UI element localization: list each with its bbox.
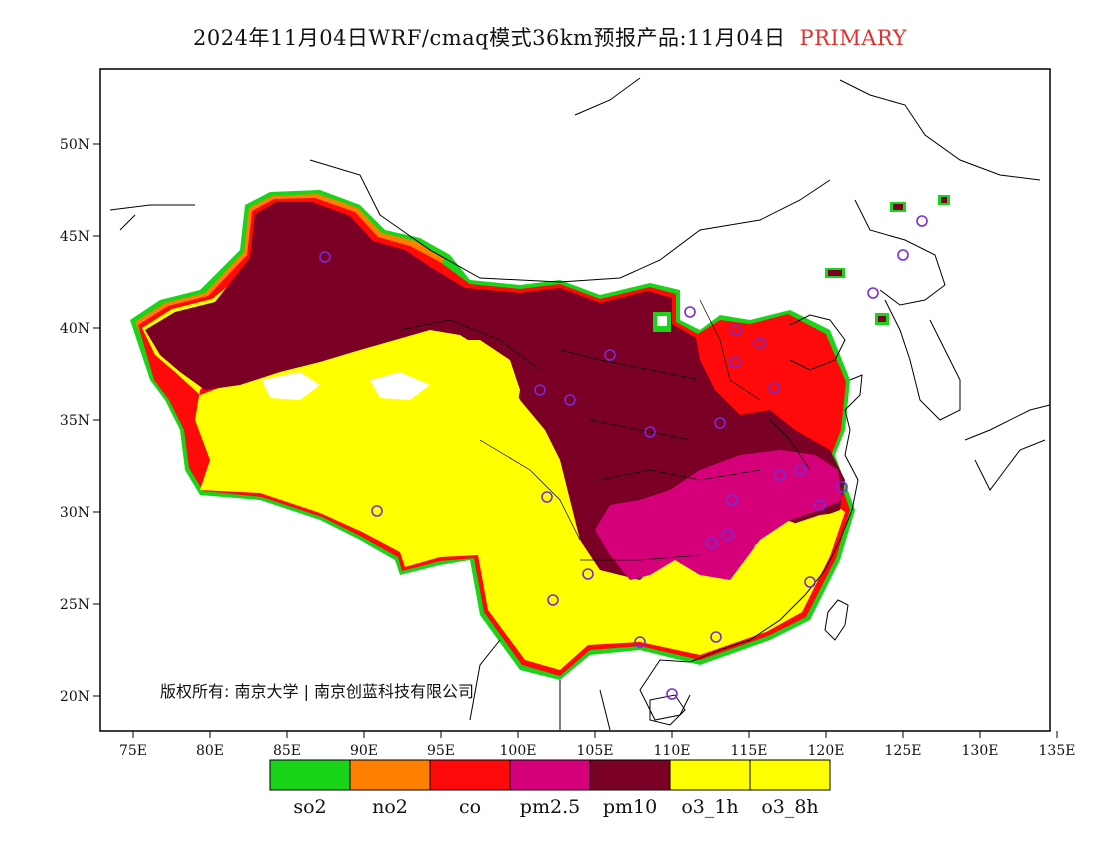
lat-tick-label: 40N xyxy=(60,321,90,337)
station-marker xyxy=(714,417,726,429)
hainan-outline xyxy=(649,694,686,726)
pollutant-legend: so2 no2 co pm2.5 pm10 o3_1h o3_8h xyxy=(269,759,831,818)
lat-tick-label: 20N xyxy=(60,689,90,705)
lon-tick-label: 90E xyxy=(350,743,378,759)
station-marker xyxy=(319,251,331,263)
station-marker xyxy=(604,349,616,361)
station-marker xyxy=(666,688,678,700)
station-marker xyxy=(867,287,879,299)
lon-tick-label: 80E xyxy=(196,743,224,759)
station-marker xyxy=(726,494,738,506)
station-marker xyxy=(754,337,766,349)
legend-label: pm2.5 xyxy=(520,796,580,818)
mongolia-border xyxy=(309,159,831,283)
lon-tick-label: 105E xyxy=(577,743,614,759)
russia-border xyxy=(574,77,1041,181)
legend-swatch-co xyxy=(429,759,511,791)
copyright-text: 版权所有: 南京大学 | 南京创蓝科技有限公司 xyxy=(160,682,474,701)
lon-tick-label: 95E xyxy=(427,743,455,759)
internal-provinces xyxy=(399,299,811,561)
title-main: 2024年11月04日WRF/cmaq模式36km预报产品:11月04日 xyxy=(193,26,786,50)
station-marker xyxy=(684,306,696,318)
map-layers: 版权所有: 南京大学 | 南京创蓝科技有限公司 xyxy=(109,77,1050,731)
legend-swatch-no2 xyxy=(349,759,431,791)
station-marker xyxy=(534,384,546,396)
station-marker xyxy=(706,537,718,549)
lat-tick-label: 45N xyxy=(60,229,90,245)
lon-tick-label: 120E xyxy=(808,743,845,759)
lon-tick-label: 75E xyxy=(119,743,147,759)
map-title: 2024年11月04日WRF/cmaq模式36km预报产品:11月04日 PRIM… xyxy=(0,22,1100,52)
clear-patch-2 xyxy=(370,372,430,400)
station-marker xyxy=(804,576,816,588)
legend-swatch-pm10 xyxy=(589,759,671,791)
pm25-region xyxy=(595,450,842,580)
korea-outline xyxy=(884,299,961,421)
legend-swatch-o31h xyxy=(669,759,751,791)
pm10-region xyxy=(145,202,845,580)
station-marker xyxy=(634,636,646,648)
northeast-border xyxy=(854,199,946,306)
station-marker xyxy=(768,382,780,394)
o3-tibet-cutout xyxy=(330,340,520,440)
lon-tick-label: 135E xyxy=(1039,743,1076,759)
station-marker xyxy=(371,505,383,517)
lon-tick-label: 100E xyxy=(500,743,537,759)
legend-label: o3_8h xyxy=(761,796,818,818)
japan-outline xyxy=(964,404,1050,491)
lat-tick-label: 30N xyxy=(60,505,90,521)
station-marker xyxy=(794,464,806,476)
station-marker xyxy=(582,568,594,580)
station-marker xyxy=(722,529,734,541)
station-marker xyxy=(564,394,576,406)
station-marker xyxy=(814,499,826,511)
station-marker xyxy=(730,324,742,336)
lat-tick-label: 50N xyxy=(60,137,90,153)
lon-tick-label: 130E xyxy=(962,743,999,759)
title-tag: PRIMARY xyxy=(799,26,907,50)
o3-southeast-pocket xyxy=(740,512,845,632)
station-marker xyxy=(729,356,741,368)
legend-label: pm10 xyxy=(603,796,657,818)
station-markers xyxy=(319,215,928,700)
lat-tick-label: 35N xyxy=(60,413,90,429)
station-marker xyxy=(541,491,553,503)
station-marker xyxy=(710,631,722,643)
legend-label: co xyxy=(459,796,481,818)
lon-tick-label: 85E xyxy=(273,743,301,759)
southeast-asia-border xyxy=(469,639,611,731)
legend-swatch-pm25 xyxy=(509,759,591,791)
station-marker xyxy=(774,469,786,481)
legend-label: o3_1h xyxy=(681,796,738,818)
longitude-axis: 75E 80E 85E 90E 95E 100E 105E 110E 115E 120E 125E 1… xyxy=(119,731,1076,759)
legend-swatch-o38h xyxy=(749,759,831,791)
legend-label: so2 xyxy=(293,796,326,818)
northeast-hotspots xyxy=(653,195,950,332)
lon-tick-label: 110E xyxy=(654,743,691,759)
central-asia-border xyxy=(109,204,195,231)
lon-tick-label: 125E xyxy=(885,743,922,759)
lat-tick-label: 25N xyxy=(60,597,90,613)
legend-swatch-so2 xyxy=(269,759,351,791)
station-marker xyxy=(836,481,848,493)
latitude-axis: 50N 45N 40N 35N 30N 25N 20N xyxy=(60,137,100,705)
taiwan-outline xyxy=(824,599,849,641)
lon-tick-label: 115E xyxy=(731,743,768,759)
station-marker xyxy=(916,215,928,227)
coastline-bohai xyxy=(789,314,846,371)
station-marker xyxy=(897,249,909,261)
clear-patch xyxy=(262,372,320,400)
station-marker xyxy=(644,426,656,438)
legend-label: no2 xyxy=(372,796,408,818)
station-marker xyxy=(547,594,559,606)
